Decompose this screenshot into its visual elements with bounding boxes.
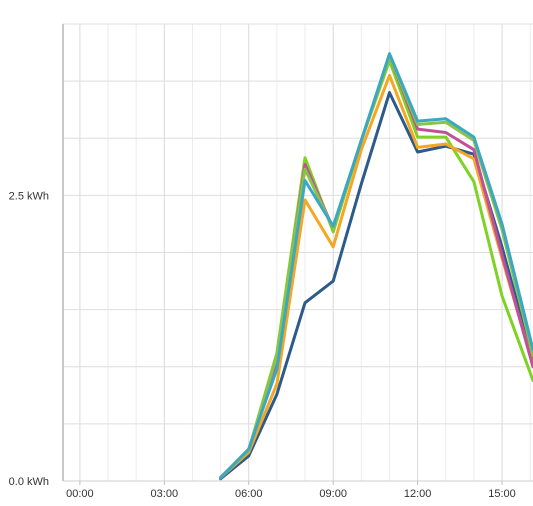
y-tick-label: 2.5 kWh [9, 190, 49, 202]
y-tick-label: 0.0 kWh [9, 476, 49, 488]
x-tick-label: 15:00 [488, 488, 516, 500]
series-line-3 [219, 73, 533, 480]
x-tick-label: 00:00 [66, 488, 94, 500]
x-tick-label: 06:00 [235, 488, 263, 500]
x-tick-label: 09:00 [319, 488, 347, 500]
series-line-6 [219, 52, 533, 480]
tick-labels: 00:00 03:00 06:00 09:00 12:00 15:00 0.0 kWh 2.5… [9, 190, 516, 500]
x-tick-label: 12:00 [404, 488, 432, 500]
axes [62, 24, 533, 485]
series-lines [219, 52, 533, 481]
x-tick-label: 03:00 [151, 488, 179, 500]
series-line-1 [219, 91, 533, 481]
